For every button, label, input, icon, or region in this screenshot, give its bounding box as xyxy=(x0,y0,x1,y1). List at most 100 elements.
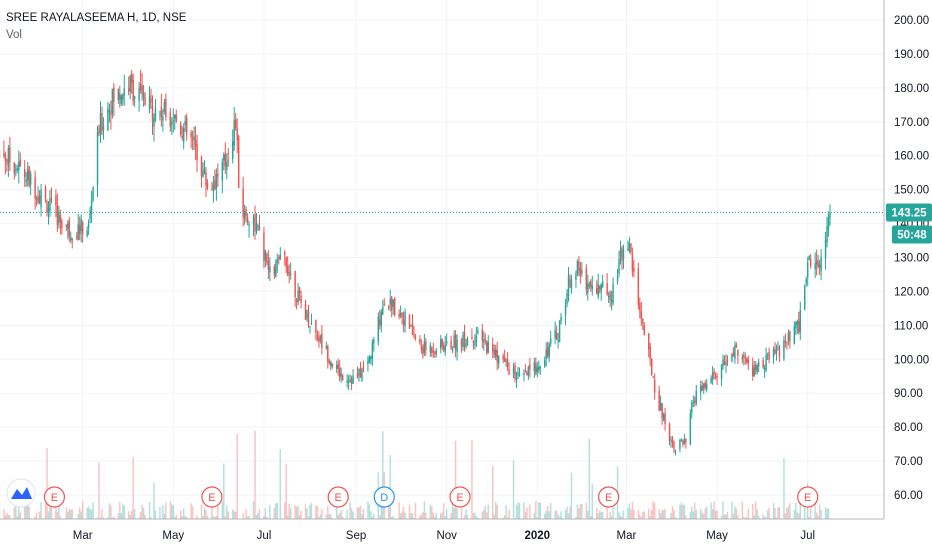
candle[interactable] xyxy=(86,226,88,238)
candle[interactable] xyxy=(212,175,215,203)
candle[interactable] xyxy=(411,314,414,336)
candle[interactable] xyxy=(171,117,173,135)
candle[interactable] xyxy=(122,93,124,106)
candle[interactable] xyxy=(621,245,623,270)
candle[interactable] xyxy=(486,340,488,355)
candle[interactable] xyxy=(744,352,747,365)
candle[interactable] xyxy=(393,297,396,317)
candle[interactable] xyxy=(341,373,344,381)
candle[interactable] xyxy=(618,250,620,278)
candle[interactable] xyxy=(267,250,270,280)
candle[interactable] xyxy=(144,91,146,106)
candle[interactable] xyxy=(331,362,333,369)
candle[interactable] xyxy=(735,342,738,349)
candle[interactable] xyxy=(523,369,525,382)
candle[interactable] xyxy=(269,257,271,282)
candle[interactable] xyxy=(526,370,528,376)
candle[interactable] xyxy=(390,295,393,318)
candle[interactable] xyxy=(567,267,570,302)
candle[interactable] xyxy=(664,407,666,431)
candle[interactable] xyxy=(28,165,30,188)
candle[interactable] xyxy=(169,107,172,132)
candle[interactable] xyxy=(475,326,478,348)
candle[interactable] xyxy=(585,264,588,296)
candle[interactable] xyxy=(787,329,790,346)
candle[interactable] xyxy=(616,268,619,285)
candle[interactable] xyxy=(444,336,446,357)
candle[interactable] xyxy=(346,374,348,388)
candle[interactable] xyxy=(65,224,68,232)
candle[interactable] xyxy=(184,115,186,132)
candle[interactable] xyxy=(441,338,443,351)
candle[interactable] xyxy=(359,361,362,378)
candle[interactable] xyxy=(772,346,775,364)
candle[interactable] xyxy=(731,353,733,363)
candle[interactable] xyxy=(389,289,391,312)
candle[interactable] xyxy=(692,395,695,408)
candle[interactable] xyxy=(338,360,341,382)
candle[interactable] xyxy=(754,361,757,375)
candle[interactable] xyxy=(336,360,338,374)
candle[interactable] xyxy=(352,368,354,384)
candle[interactable] xyxy=(190,129,192,149)
candle[interactable] xyxy=(191,130,194,150)
candle[interactable] xyxy=(662,412,665,422)
candle[interactable] xyxy=(196,134,198,173)
candle[interactable] xyxy=(762,357,764,369)
candle[interactable] xyxy=(141,72,143,101)
candle[interactable] xyxy=(716,373,718,385)
candle[interactable] xyxy=(13,161,16,180)
candle[interactable] xyxy=(700,380,702,401)
candle[interactable] xyxy=(631,247,634,277)
candle[interactable] xyxy=(465,338,467,350)
candle[interactable] xyxy=(70,231,72,244)
candle[interactable] xyxy=(227,148,229,167)
candle[interactable] xyxy=(544,356,546,369)
candle[interactable] xyxy=(527,365,530,380)
candle[interactable] xyxy=(622,244,625,269)
candle[interactable] xyxy=(487,335,489,354)
candle[interactable] xyxy=(185,113,188,141)
candle[interactable] xyxy=(746,357,748,365)
candle[interactable] xyxy=(96,125,99,198)
candle[interactable] xyxy=(233,107,235,152)
candle[interactable] xyxy=(211,181,213,191)
candle[interactable] xyxy=(182,123,185,150)
candle[interactable] xyxy=(377,312,380,346)
candle[interactable] xyxy=(29,170,32,196)
candle[interactable] xyxy=(431,346,433,357)
candle[interactable] xyxy=(18,150,20,184)
candle[interactable] xyxy=(494,344,497,360)
candle[interactable] xyxy=(590,278,592,292)
candle[interactable] xyxy=(734,341,736,364)
candle[interactable] xyxy=(87,219,90,235)
candle[interactable] xyxy=(450,335,452,350)
candle[interactable] xyxy=(295,297,298,310)
candle[interactable] xyxy=(231,129,234,164)
candle[interactable] xyxy=(648,333,650,358)
candle[interactable] xyxy=(661,402,663,425)
candle[interactable] xyxy=(732,347,735,357)
candle[interactable] xyxy=(398,309,400,320)
earnings-marker[interactable]: E xyxy=(449,486,471,508)
candle[interactable] xyxy=(319,334,322,344)
candle[interactable] xyxy=(723,355,726,366)
candle[interactable] xyxy=(264,249,267,267)
candle[interactable] xyxy=(410,324,412,327)
candle[interactable] xyxy=(549,330,552,347)
candle[interactable] xyxy=(515,371,518,388)
candle[interactable] xyxy=(456,334,458,361)
candle[interactable] xyxy=(714,372,717,380)
candle[interactable] xyxy=(694,396,696,407)
candle[interactable] xyxy=(633,259,635,278)
candle[interactable] xyxy=(481,323,484,349)
candle[interactable] xyxy=(383,298,385,307)
candle[interactable] xyxy=(328,358,331,365)
candle[interactable] xyxy=(46,199,48,217)
candle[interactable] xyxy=(445,333,448,346)
candle[interactable] xyxy=(591,275,594,296)
candle[interactable] xyxy=(786,341,788,350)
candle[interactable] xyxy=(607,291,610,303)
earnings-marker[interactable]: E xyxy=(201,486,223,508)
